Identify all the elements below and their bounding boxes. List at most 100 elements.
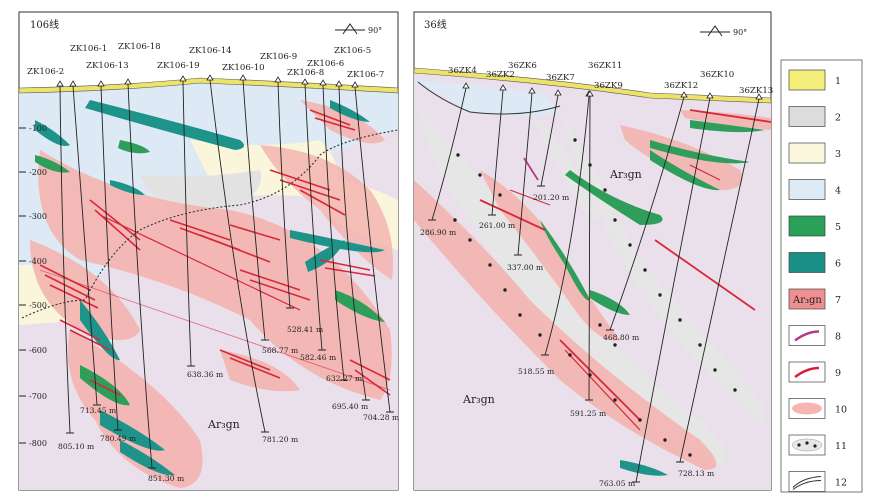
mineralized-zone [38, 150, 392, 400]
legend-number: 1 [835, 76, 841, 87]
legend-item-10: 10 [788, 398, 847, 419]
legend-number: 4 [835, 186, 841, 197]
collar-marker [586, 90, 594, 97]
legend-item-5: 5 [788, 215, 841, 237]
hole-depth: 528.41 m [287, 325, 323, 334]
legend-dot [813, 444, 817, 448]
hole-depth: 805.10 m [58, 442, 94, 451]
hole-depth: 728.13 m [678, 469, 714, 478]
dot-marker [688, 453, 692, 457]
hole-name: ZK106-8 [287, 68, 324, 78]
legend-item-9: 9 [788, 361, 841, 383]
hole-name: ZK106-10 [222, 63, 265, 73]
legend-frame [780, 59, 863, 493]
legend-line [792, 480, 822, 490]
hole-depth: 582.46 m [300, 353, 336, 362]
legend-item-6: 6 [788, 252, 841, 273]
legend-swatch [788, 361, 826, 383]
hole-depth: 468.80 m [603, 333, 639, 342]
collar-marker [755, 93, 763, 100]
orientation-symbol: 90° [700, 25, 747, 37]
dot-marker [468, 238, 472, 242]
dot-marker [603, 188, 607, 192]
right-panel-title: 36线 [424, 18, 447, 31]
drill-hole-trace [540, 94, 559, 187]
hole-name: ZK106-2 [27, 67, 64, 77]
dot-marker [453, 218, 457, 222]
legend-number: 8 [835, 332, 841, 343]
teal-body [35, 120, 70, 146]
collar-marker [274, 76, 282, 83]
hole-name: ZK106-14 [189, 46, 232, 56]
dot-marker [658, 293, 662, 297]
dot-marker [488, 263, 492, 267]
dotted-zone [530, 110, 600, 221]
drill-hole-trace [354, 86, 391, 413]
legend-swatch [788, 252, 826, 273]
drill-hole-trace [127, 83, 153, 469]
collar-marker [239, 74, 247, 81]
hole-depth: 337.00 m [507, 263, 543, 272]
drill-hole-trace [322, 84, 345, 381]
surface-layer [414, 67, 771, 104]
drill-hole-trace [588, 95, 591, 401]
legend-item-3: 3 [788, 142, 841, 164]
legend-number: 3 [835, 149, 841, 160]
green-body [118, 140, 150, 154]
collar-marker [124, 78, 132, 85]
weathered-zone [414, 80, 560, 116]
hole-name: 36ZK12 [664, 81, 698, 91]
legend-number: 10 [835, 405, 847, 416]
orientation-symbol: 90° [335, 23, 382, 35]
unit-label-top: Ar₃gn [609, 168, 642, 181]
dot-markers [453, 138, 737, 457]
depth-tick-label: -400 [29, 257, 47, 266]
dotted-zone [420, 110, 727, 465]
hole-depth: 763.05 m [599, 479, 635, 488]
drill-hole-trace [209, 79, 266, 433]
dot-marker [456, 153, 460, 157]
depth-tick-label: -800 [29, 439, 47, 448]
hole-depth: 568.77 m [262, 346, 298, 355]
collar-marker [680, 91, 688, 98]
surface-layer [19, 77, 398, 94]
legend-item-11: 11 [788, 434, 847, 456]
left-panel-title: 106线 [30, 18, 59, 31]
legend-swatch [788, 325, 826, 346]
drill-hole-trace [242, 79, 266, 341]
drill-hole-trace [72, 85, 98, 406]
dot-marker [598, 323, 602, 327]
hole-name: ZK106-19 [157, 61, 200, 71]
depth-tick-label: -200 [29, 168, 47, 177]
collar-marker [351, 81, 359, 88]
collar-marker [499, 84, 507, 91]
hole-name: 36ZK2 [486, 70, 515, 80]
mineralized-zone [67, 330, 203, 488]
dot-marker [698, 343, 702, 347]
legend-item-12: 12 [788, 471, 847, 492]
drill-hole-trace [277, 81, 291, 309]
red-veins [39, 109, 391, 396]
hole-depth: 695.40 m [332, 402, 368, 411]
unit-label-bottom: Ar₃gn [462, 393, 495, 406]
teal-body [110, 180, 145, 195]
teal-body [620, 460, 668, 476]
collar-marker [462, 82, 470, 89]
dot-marker [733, 388, 737, 392]
collar-marker [335, 80, 343, 87]
legend-swatch [788, 288, 826, 310]
drill-hole-trace [544, 95, 590, 356]
legend-number: 5 [835, 222, 841, 233]
dot-marker [538, 333, 542, 337]
legend-number: 11 [835, 441, 847, 452]
depth-tick-label: -300 [29, 212, 47, 221]
legend-number: 9 [835, 368, 841, 379]
teal-body [85, 100, 244, 150]
hole-name: 36ZK13 [739, 86, 773, 96]
depth-axis: -100 -200 -300 -400 -500 -600 -700 -800 [19, 124, 47, 448]
collar-marker [319, 79, 327, 86]
dot-marker [663, 438, 667, 442]
dotted-zone [560, 110, 766, 425]
drill-hole-trace [431, 87, 467, 221]
